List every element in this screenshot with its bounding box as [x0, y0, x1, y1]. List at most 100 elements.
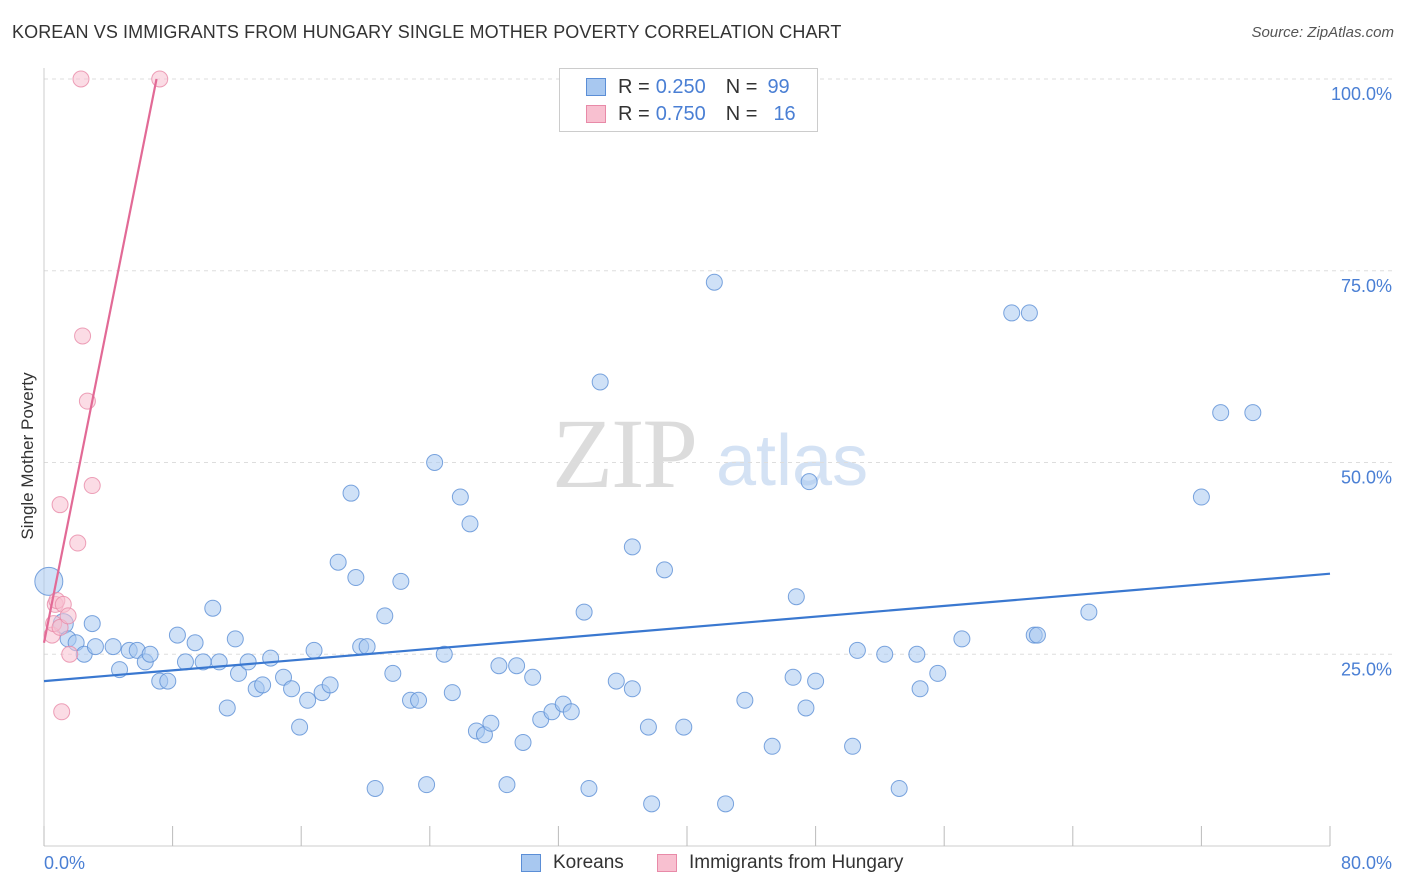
y-tick-label: 100.0%: [1331, 84, 1392, 104]
legend-item-koreans[interactable]: Koreans: [521, 852, 624, 874]
hungary-trendline: [42, 78, 158, 643]
n-label: N =: [725, 102, 758, 125]
korean-point: [186, 634, 204, 652]
korean-point: [736, 691, 754, 709]
r-value: 0.250: [655, 75, 706, 98]
korean-point: [86, 638, 104, 656]
korean-point: [908, 645, 926, 663]
hungary-point: [69, 534, 87, 552]
korean-point: [1212, 404, 1230, 422]
koreans-legend-swatch: [521, 854, 541, 872]
hungary-legend-swatch: [657, 854, 677, 872]
korean-point: [717, 795, 735, 813]
korean-point: [623, 680, 641, 698]
korean-point: [575, 603, 593, 621]
korean-point: [1028, 626, 1046, 644]
korean-point: [655, 561, 673, 579]
korean-trendline: [43, 572, 1331, 683]
korean-point: [283, 680, 301, 698]
korean-point: [376, 607, 394, 625]
korean-point: [675, 718, 693, 736]
korean-point: [366, 779, 384, 797]
korean-point: [929, 664, 947, 682]
korean-point: [607, 672, 625, 690]
korean-point: [239, 653, 257, 671]
hungary-point: [53, 703, 71, 721]
korean-point: [299, 691, 317, 709]
hungary-point: [59, 607, 77, 625]
hungary-point: [74, 327, 92, 345]
korean-point: [141, 645, 159, 663]
korean-point: [482, 714, 500, 732]
hungary-swatch: [586, 105, 606, 123]
korean-point: [321, 676, 339, 694]
y-tick-label: 75.0%: [1341, 276, 1392, 296]
n-label: N =: [725, 75, 758, 98]
korean-point: [800, 473, 818, 491]
hungary-point: [83, 477, 101, 495]
legend-row-koreans: R = 0.250 N = 99: [586, 75, 790, 99]
legend-row-hungary: R = 0.750 N = 16: [586, 102, 796, 126]
x-tick-label-min: 0.0%: [44, 853, 85, 873]
koreans-legend-label: Koreans: [553, 852, 624, 873]
r-label: R =: [618, 75, 650, 98]
korean-point: [418, 776, 436, 794]
korean-point: [953, 630, 971, 648]
hungary-point: [51, 618, 69, 636]
korean-point: [410, 691, 428, 709]
korean-point: [254, 676, 272, 694]
korean-point: [705, 273, 723, 291]
koreans-swatch: [586, 78, 606, 96]
hungary-legend-label: Immigrants from Hungary: [689, 852, 904, 873]
hungary-point: [151, 70, 169, 88]
korean-point: [392, 572, 410, 590]
hungary-point: [51, 496, 69, 514]
korean-point: [358, 638, 376, 656]
legend-item-hungary[interactable]: Immigrants from Hungary: [657, 852, 903, 874]
korean-point: [848, 641, 866, 659]
korean-point: [305, 641, 323, 659]
korean-point: [226, 630, 244, 648]
series-legend: Koreans Immigrants from Hungary: [0, 852, 1406, 878]
korean-point: [797, 699, 815, 717]
watermark-zip: ZIP: [552, 398, 698, 509]
y-tick-label: 50.0%: [1341, 468, 1392, 488]
korean-point: [1192, 488, 1210, 506]
korean-point: [876, 645, 894, 663]
korean-point: [562, 703, 580, 721]
korean-point: [168, 626, 186, 644]
korean-point: [763, 737, 781, 755]
watermark-atlas: atlas: [716, 421, 869, 501]
korean-point: [204, 599, 222, 617]
korean-point: [1020, 304, 1038, 322]
korean-point: [461, 515, 479, 533]
korean-point: [524, 668, 542, 686]
y-axis-label: Single Mother Poverty: [18, 372, 37, 540]
hungary-point: [72, 70, 90, 88]
korean-point: [890, 779, 908, 797]
korean-point: [347, 569, 365, 587]
korean-point: [1003, 304, 1021, 322]
y-tick-label: 25.0%: [1341, 659, 1392, 679]
korean-point: [639, 718, 657, 736]
korean-point: [844, 737, 862, 755]
korean-point: [1244, 404, 1262, 422]
korean-point: [104, 638, 122, 656]
korean-point: [443, 684, 461, 702]
stats-legend: R = 0.250 N = 99 R = 0.750 N = 16: [559, 68, 818, 132]
korean-point: [490, 657, 508, 675]
korean-point: [784, 668, 802, 686]
source-note: Source: ZipAtlas.com: [1251, 24, 1394, 41]
korean-point: [787, 588, 805, 606]
n-value: 16: [773, 102, 796, 125]
korean-point: [580, 779, 598, 797]
korean-point: [451, 488, 469, 506]
korean-point: [623, 538, 641, 556]
chart-title: KOREAN VS IMMIGRANTS FROM HUNGARY SINGLE…: [12, 22, 842, 42]
korean-point: [514, 733, 532, 751]
korean-point: [218, 699, 236, 717]
hungary-point: [61, 645, 79, 663]
korean-point: [83, 615, 101, 633]
r-value: 0.750: [655, 102, 706, 125]
